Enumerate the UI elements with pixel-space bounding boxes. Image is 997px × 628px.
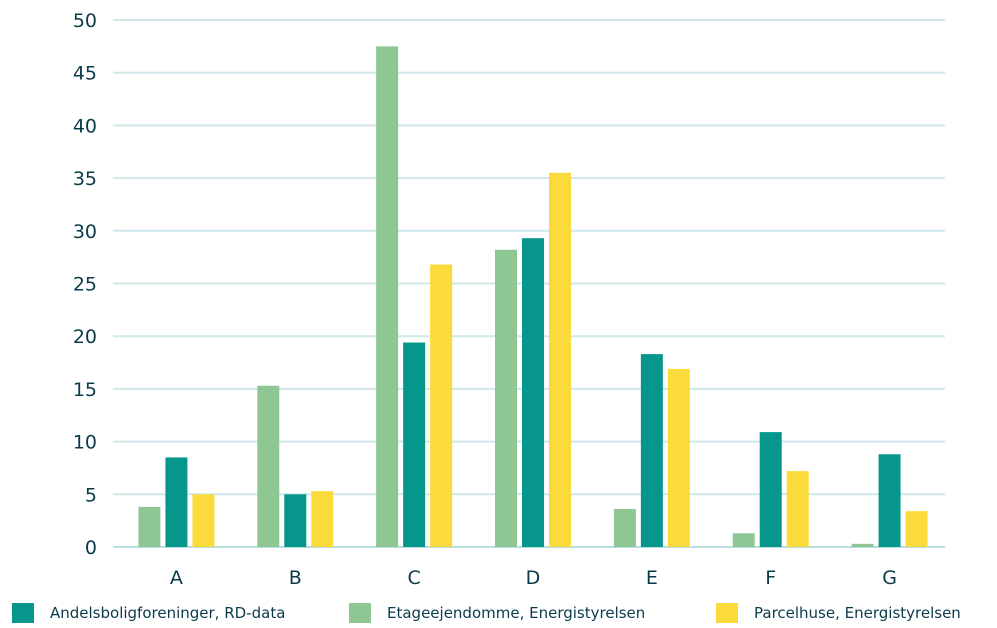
x-tick-label-g: G [882, 567, 897, 589]
legend-label-etageejendomme: Etageejendomme, Energistyrelsen [387, 604, 646, 622]
bar-f-series-1 [759, 432, 782, 547]
bar-b-series-0 [257, 385, 280, 547]
y-tick-label-50: 50 [73, 10, 97, 32]
x-tick-label-c: C [408, 567, 421, 589]
y-tick-label-35: 35 [73, 168, 97, 190]
bars [138, 46, 928, 548]
legend-item-parcelhuse: Parcelhuse, Energistyrelsen [716, 603, 961, 623]
legend-swatch-andelsboligforeninger [12, 603, 34, 623]
bar-g-series-2 [905, 511, 928, 547]
y-tick-label-5: 5 [85, 484, 97, 506]
x-tick-label-f: F [765, 567, 776, 589]
bar-c-series-0 [376, 46, 399, 547]
bar-c-series-1 [403, 342, 426, 547]
bar-g-series-0 [851, 543, 874, 547]
legend-label-parcelhuse: Parcelhuse, Energistyrelsen [754, 604, 961, 622]
y-tick-label-25: 25 [73, 274, 97, 296]
y-tick-label-45: 45 [73, 63, 97, 85]
y-tick-label-30: 30 [73, 221, 97, 243]
legend-item-etageejendomme: Etageejendomme, Energistyrelsen [349, 603, 645, 623]
bar-d-series-1 [522, 238, 544, 548]
bar-chart: 0 5 10 15 20 25 30 35 40 45 50 A B C D E F G [73, 10, 945, 589]
y-axis-ticks: 0 5 10 15 20 25 30 35 40 45 50 [73, 10, 97, 559]
bar-f-series-2 [786, 471, 809, 547]
y-tick-label-0: 0 [85, 537, 97, 559]
bar-d-series-0 [495, 249, 517, 547]
legend-item-andelsboligforeninger: Andelsboligforeninger, RD-data [12, 603, 285, 623]
bar-a-series-0 [138, 506, 161, 547]
bar-g-series-1 [878, 454, 901, 547]
y-tick-label-40: 40 [73, 115, 97, 137]
bar-a-series-2 [192, 494, 215, 547]
bar-e-series-0 [613, 509, 636, 547]
bar-f-series-0 [732, 533, 755, 547]
bar-e-series-2 [667, 368, 690, 547]
bar-d-series-2 [549, 172, 571, 547]
x-tick-label-a: A [170, 567, 183, 589]
y-tick-label-20: 20 [73, 326, 97, 348]
x-axis-ticks: A B C D E F G [170, 567, 897, 589]
bar-b-series-1 [284, 494, 307, 547]
bar-a-series-1 [165, 457, 188, 547]
y-tick-label-10: 10 [73, 432, 97, 454]
x-tick-label-e: E [646, 567, 658, 589]
x-tick-label-d: D [526, 567, 541, 589]
bar-e-series-1 [640, 354, 663, 547]
bar-b-series-2 [311, 491, 334, 547]
legend: Andelsboligforeninger, RD-data Etageejen… [0, 600, 997, 628]
x-tick-label-b: B [289, 567, 302, 589]
y-tick-label-15: 15 [73, 379, 97, 401]
bar-c-series-2 [430, 264, 453, 547]
legend-swatch-etageejendomme [349, 603, 371, 623]
legend-label-andelsboligforeninger: Andelsboligforeninger, RD-data [50, 604, 286, 622]
legend-swatch-parcelhuse [716, 603, 738, 623]
